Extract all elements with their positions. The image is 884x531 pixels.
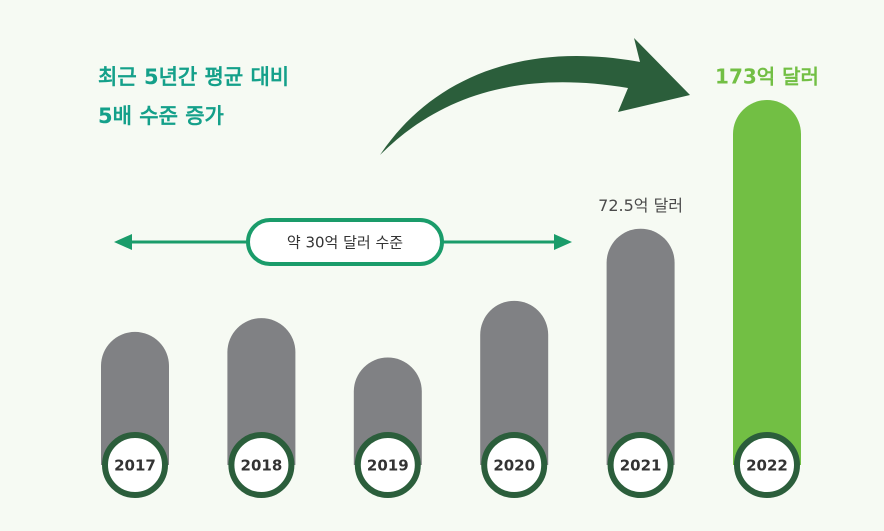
x-tick-label: 2017 (114, 457, 156, 475)
year-badge (354, 432, 421, 498)
x-tick-label: 2021 (620, 457, 662, 475)
x-tick-label: 2020 (493, 457, 535, 475)
value-label: 72.5억 달러 (598, 196, 683, 215)
x-tick-label: 2019 (367, 457, 409, 475)
bar (101, 331, 169, 465)
year-badge (607, 432, 674, 498)
year-badge (481, 432, 548, 498)
bar (733, 100, 801, 465)
year-badge (734, 432, 800, 498)
trend-arrow (380, 38, 690, 155)
x-tick-label: 2022 (746, 457, 788, 475)
title-line: 5배 수준 증가 (98, 104, 225, 128)
bar (480, 300, 549, 465)
value-label: 173억 달러 (715, 65, 819, 89)
year-badge (102, 432, 168, 498)
annotation-box (246, 218, 444, 266)
x-tick-label: 2018 (241, 457, 283, 475)
annotation: 약 30억 달러 수준 (287, 234, 403, 252)
bar (606, 228, 675, 465)
bar (227, 318, 296, 465)
arrow-head (554, 234, 572, 250)
title-line: 최근 5년간 평균 대비 (98, 65, 289, 89)
year-badge (228, 432, 295, 498)
arrow-head (114, 234, 132, 250)
